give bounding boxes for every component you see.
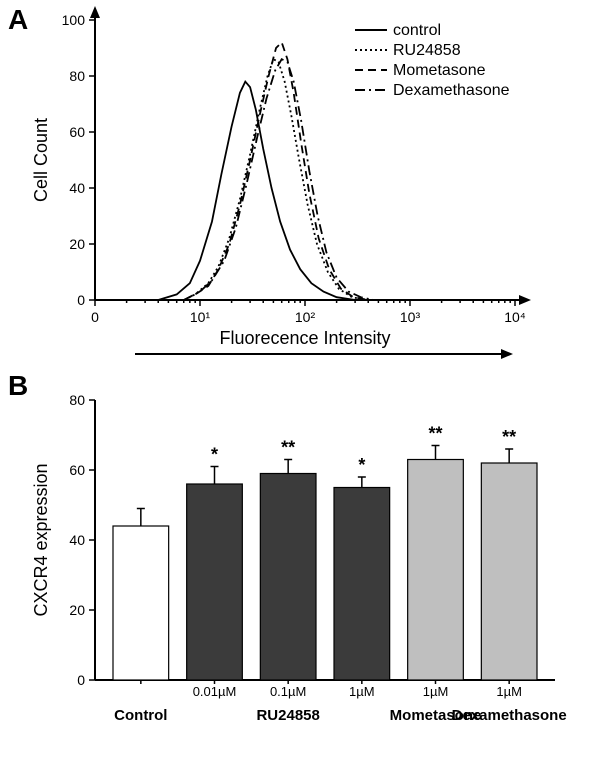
svg-text:80: 80 [69, 68, 85, 84]
svg-text:0.01µM: 0.01µM [193, 684, 237, 699]
svg-text:0: 0 [91, 309, 99, 325]
svg-text:80: 80 [69, 392, 85, 408]
svg-text:Control: Control [114, 707, 167, 724]
svg-text:**: ** [428, 424, 442, 444]
svg-text:40: 40 [69, 532, 85, 548]
svg-text:20: 20 [69, 236, 85, 252]
svg-text:RU24858: RU24858 [256, 707, 319, 724]
svg-text:*: * [211, 445, 218, 465]
svg-text:Cell Count: Cell Count [31, 118, 51, 202]
svg-text:1µM: 1µM [496, 684, 522, 699]
svg-text:1µM: 1µM [349, 684, 375, 699]
svg-text:control: control [393, 22, 441, 39]
svg-text:60: 60 [69, 462, 85, 478]
svg-text:**: ** [502, 427, 516, 447]
svg-text:10²: 10² [295, 309, 316, 325]
svg-text:CXCR4 expression: CXCR4 expression [31, 463, 51, 616]
svg-text:40: 40 [69, 180, 85, 196]
panel-b-chart: 0 20 40 60 80 CXCR4 expression * 0.01µM ** 0.1µM *… [0, 370, 600, 768]
svg-text:1µM: 1µM [423, 684, 449, 699]
svg-text:Dexamethasone: Dexamethasone [393, 82, 510, 99]
svg-text:**: ** [281, 438, 295, 458]
svg-text:60: 60 [69, 124, 85, 140]
svg-text:Dexamethasone: Dexamethasone [452, 707, 567, 724]
svg-text:10⁴: 10⁴ [504, 309, 526, 325]
svg-text:100: 100 [62, 12, 86, 28]
svg-text:10¹: 10¹ [190, 309, 211, 325]
svg-text:Mometasone: Mometasone [393, 62, 486, 79]
svg-text:0: 0 [77, 292, 85, 308]
svg-text:RU24858: RU24858 [393, 42, 461, 59]
svg-text:*: * [358, 455, 365, 475]
svg-text:Fluorecence Intensity: Fluorecence Intensity [219, 328, 390, 348]
figure-container: A 020406080100010¹10²10³10⁴Fluorecence I… [0, 0, 600, 768]
svg-text:0: 0 [77, 672, 85, 688]
svg-text:0.1µM: 0.1µM [270, 684, 306, 699]
svg-text:20: 20 [69, 602, 85, 618]
svg-text:10³: 10³ [400, 309, 421, 325]
panel-a-chart: 0 20 40 60 80 100 0 10¹ 10² 10³ 10⁴ Fluorecence Int… [0, 0, 600, 360]
